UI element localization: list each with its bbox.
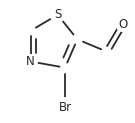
Text: O: O [118, 18, 127, 31]
Text: N: N [26, 55, 35, 68]
Text: S: S [54, 8, 61, 21]
Circle shape [24, 55, 37, 68]
Circle shape [56, 98, 74, 116]
Circle shape [50, 7, 65, 22]
Text: Br: Br [58, 100, 72, 114]
Circle shape [116, 18, 130, 31]
